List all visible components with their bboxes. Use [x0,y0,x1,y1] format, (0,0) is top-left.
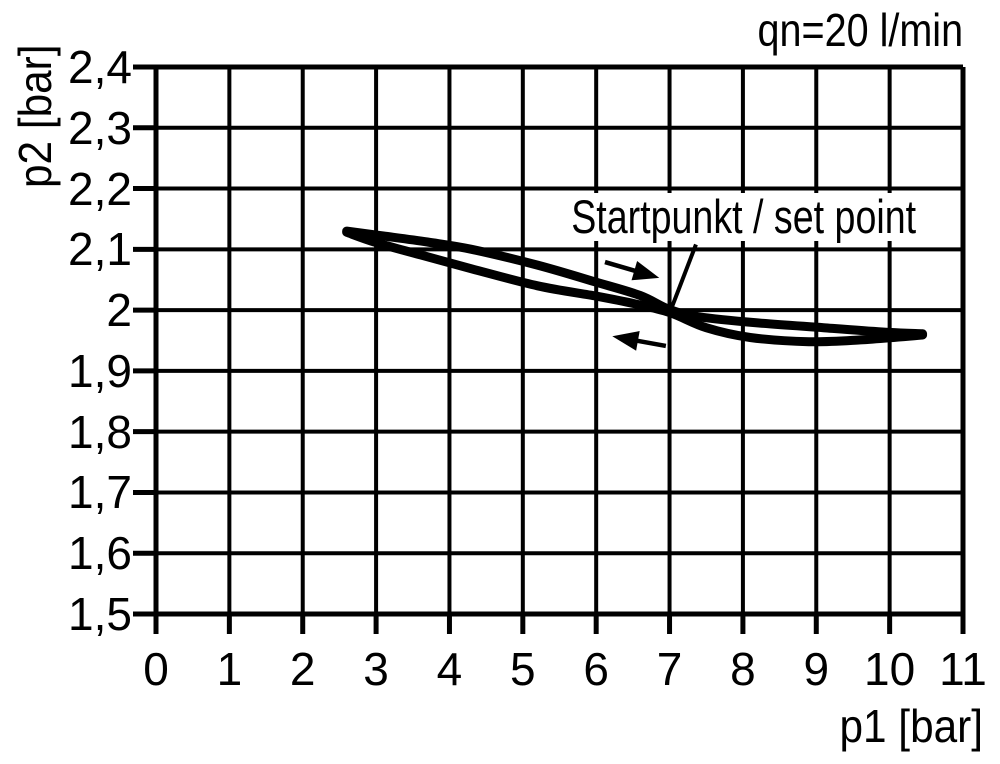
y-tick-label: 2 [106,284,132,337]
x-tick-label: 10 [864,643,916,695]
hysteresis-lower-branch-curve [342,227,928,347]
x-tick-label: 2 [289,643,316,695]
y-tick-label: 1,8 [68,405,132,458]
x-tick-label: 1 [216,643,243,695]
x-axis-title: p1 [bar] [839,700,983,752]
y-tick-label: 2,4 [68,41,132,93]
x-tick-label: 6 [583,643,609,695]
set-point-pointer-line [668,243,698,313]
x-tick-label: 5 [510,643,536,695]
x-tick-label: 8 [730,643,756,695]
x-tick-label: 7 [656,643,683,695]
x-tick-label: 11 [939,643,987,695]
decreasing-p1-arrow-head [612,331,640,351]
y-tick-label: 2,3 [68,101,132,154]
y-tick-label: 2,2 [68,162,132,215]
x-tick-label: 4 [436,643,463,695]
increasing-p1-arrow-shaft [604,259,641,275]
x-tick-label: 0 [143,643,169,695]
y-tick-label: 1,5 [68,588,132,640]
x-tick-label: 9 [803,643,830,695]
y-tick-label: 2,1 [68,223,132,276]
hysteresis-upper-branch-curve [342,226,928,339]
increasing-p1-arrow-head [631,261,660,281]
flow-rate-label: qn=20 l/min [757,4,963,56]
x-tick-label: 3 [363,643,389,695]
y-tick-label: 1,9 [68,344,132,397]
y-tick-label: 1,6 [68,527,132,580]
y-tick-label: 1,7 [68,466,132,519]
set-point-annotation: Startpunkt / set point [568,193,920,241]
